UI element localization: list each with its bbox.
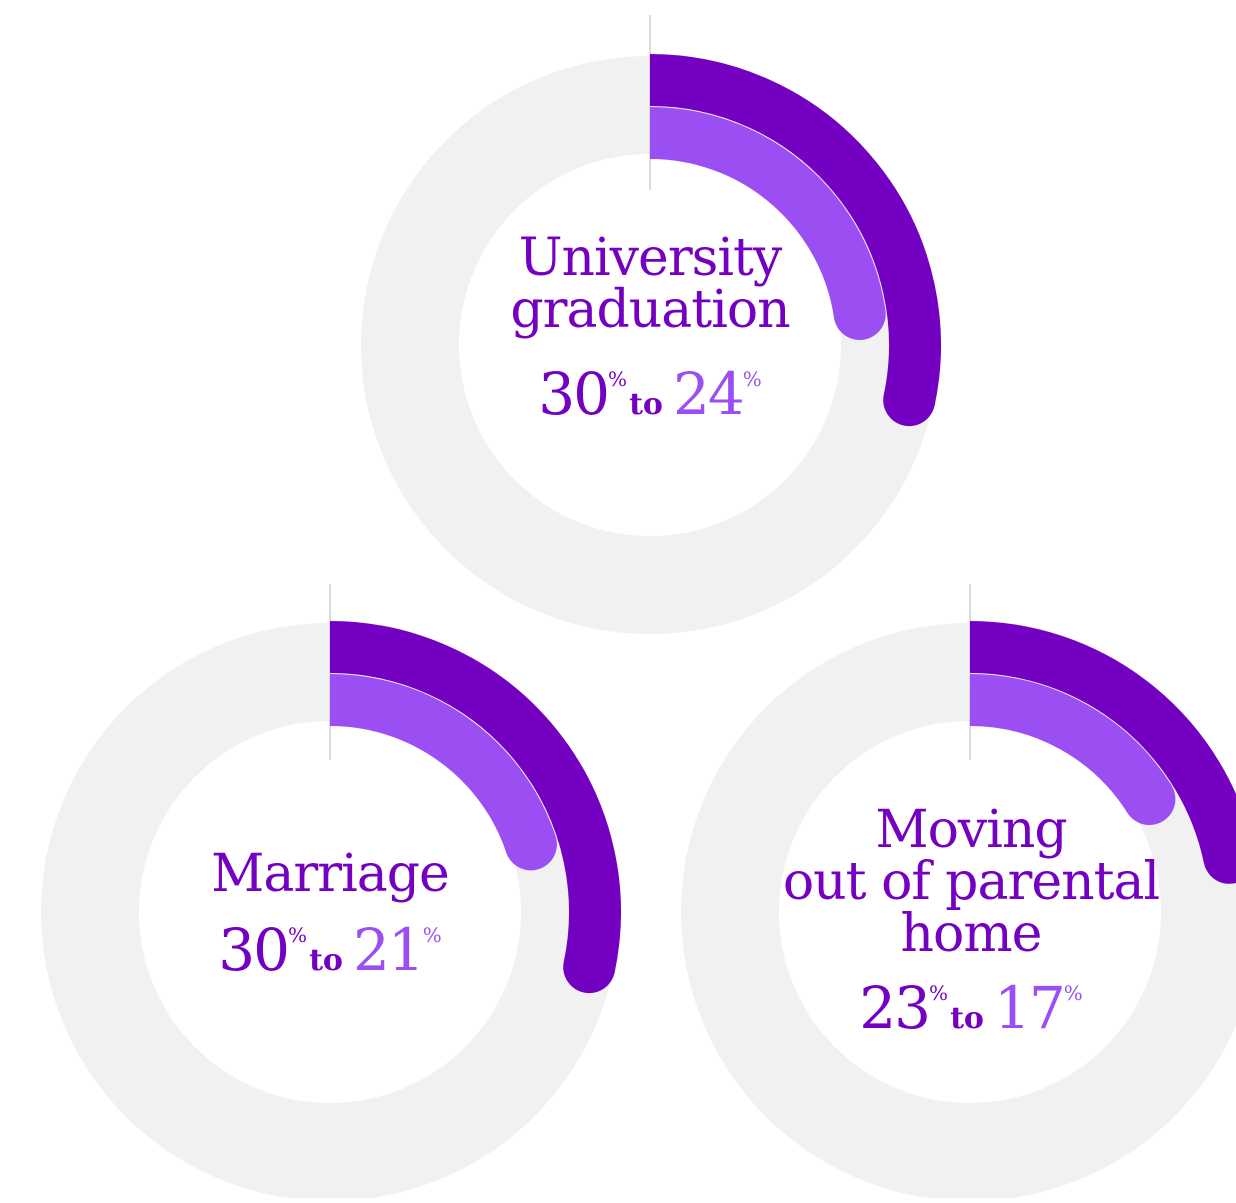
chart-2-from-pct: % bbox=[288, 923, 308, 947]
chart-1-label: University graduation 30%to 24% bbox=[460, 232, 840, 434]
chart-3-title-line-2: out of parental bbox=[782, 852, 1160, 912]
chart-1-from-arc-cap bbox=[883, 374, 936, 427]
chart-3-label: Moving out of parental home 23%to 17% bbox=[776, 804, 1166, 1048]
chart-1-to-value: 24 bbox=[672, 360, 745, 428]
chart-1-from-pct: % bbox=[608, 367, 628, 391]
chart-1-title-line-2: graduation bbox=[510, 280, 790, 340]
chart-3-to-arc bbox=[969, 674, 1172, 814]
chart-3-from-arc bbox=[969, 621, 1236, 864]
chart-2-to-value: 21 bbox=[352, 916, 425, 984]
chart-2-title-line-1: Marriage bbox=[211, 844, 450, 904]
chart-2-label: Marriage 30%to 21% bbox=[140, 848, 520, 990]
chart-1-connector: to bbox=[629, 387, 663, 422]
chart-3-values: 23%to 17% bbox=[776, 964, 1166, 1048]
chart-3-to-arc-cap bbox=[1123, 773, 1176, 826]
chart-2-from-value: 30 bbox=[218, 916, 290, 984]
chart-1-to-arc bbox=[649, 107, 886, 319]
chart-3-from-pct: % bbox=[929, 981, 949, 1005]
chart-2-from-arc-cap bbox=[563, 941, 616, 994]
chart-2-connector: to bbox=[309, 943, 343, 978]
chart-2-to-arc bbox=[329, 674, 556, 854]
chart-2-values: 30%to 21% bbox=[140, 906, 520, 990]
chart-2-to-pct: % bbox=[422, 923, 442, 947]
chart-1-from-arc bbox=[649, 54, 941, 406]
chart-1-to-arc-cap bbox=[833, 288, 886, 341]
chart-3-title-line-3: home bbox=[900, 904, 1043, 964]
chart-3-to-value: 17 bbox=[993, 974, 1066, 1042]
chart-3-to-pct: % bbox=[1063, 981, 1083, 1005]
chart-2-to-arc-cap bbox=[504, 818, 557, 871]
chart-3-from-arc-cap bbox=[1203, 831, 1236, 884]
chart-1-values: 30%to 24% bbox=[460, 350, 840, 434]
chart-3-connector: to bbox=[950, 1001, 984, 1036]
chart-1-title-line-1: University bbox=[518, 228, 783, 288]
chart-3-from-value: 23 bbox=[859, 974, 931, 1042]
chart-1-from-value: 30 bbox=[538, 360, 610, 428]
chart-3-title-line-1: Moving bbox=[875, 800, 1067, 860]
chart-1-to-pct: % bbox=[742, 367, 762, 391]
chart-2-from-arc bbox=[329, 621, 621, 973]
